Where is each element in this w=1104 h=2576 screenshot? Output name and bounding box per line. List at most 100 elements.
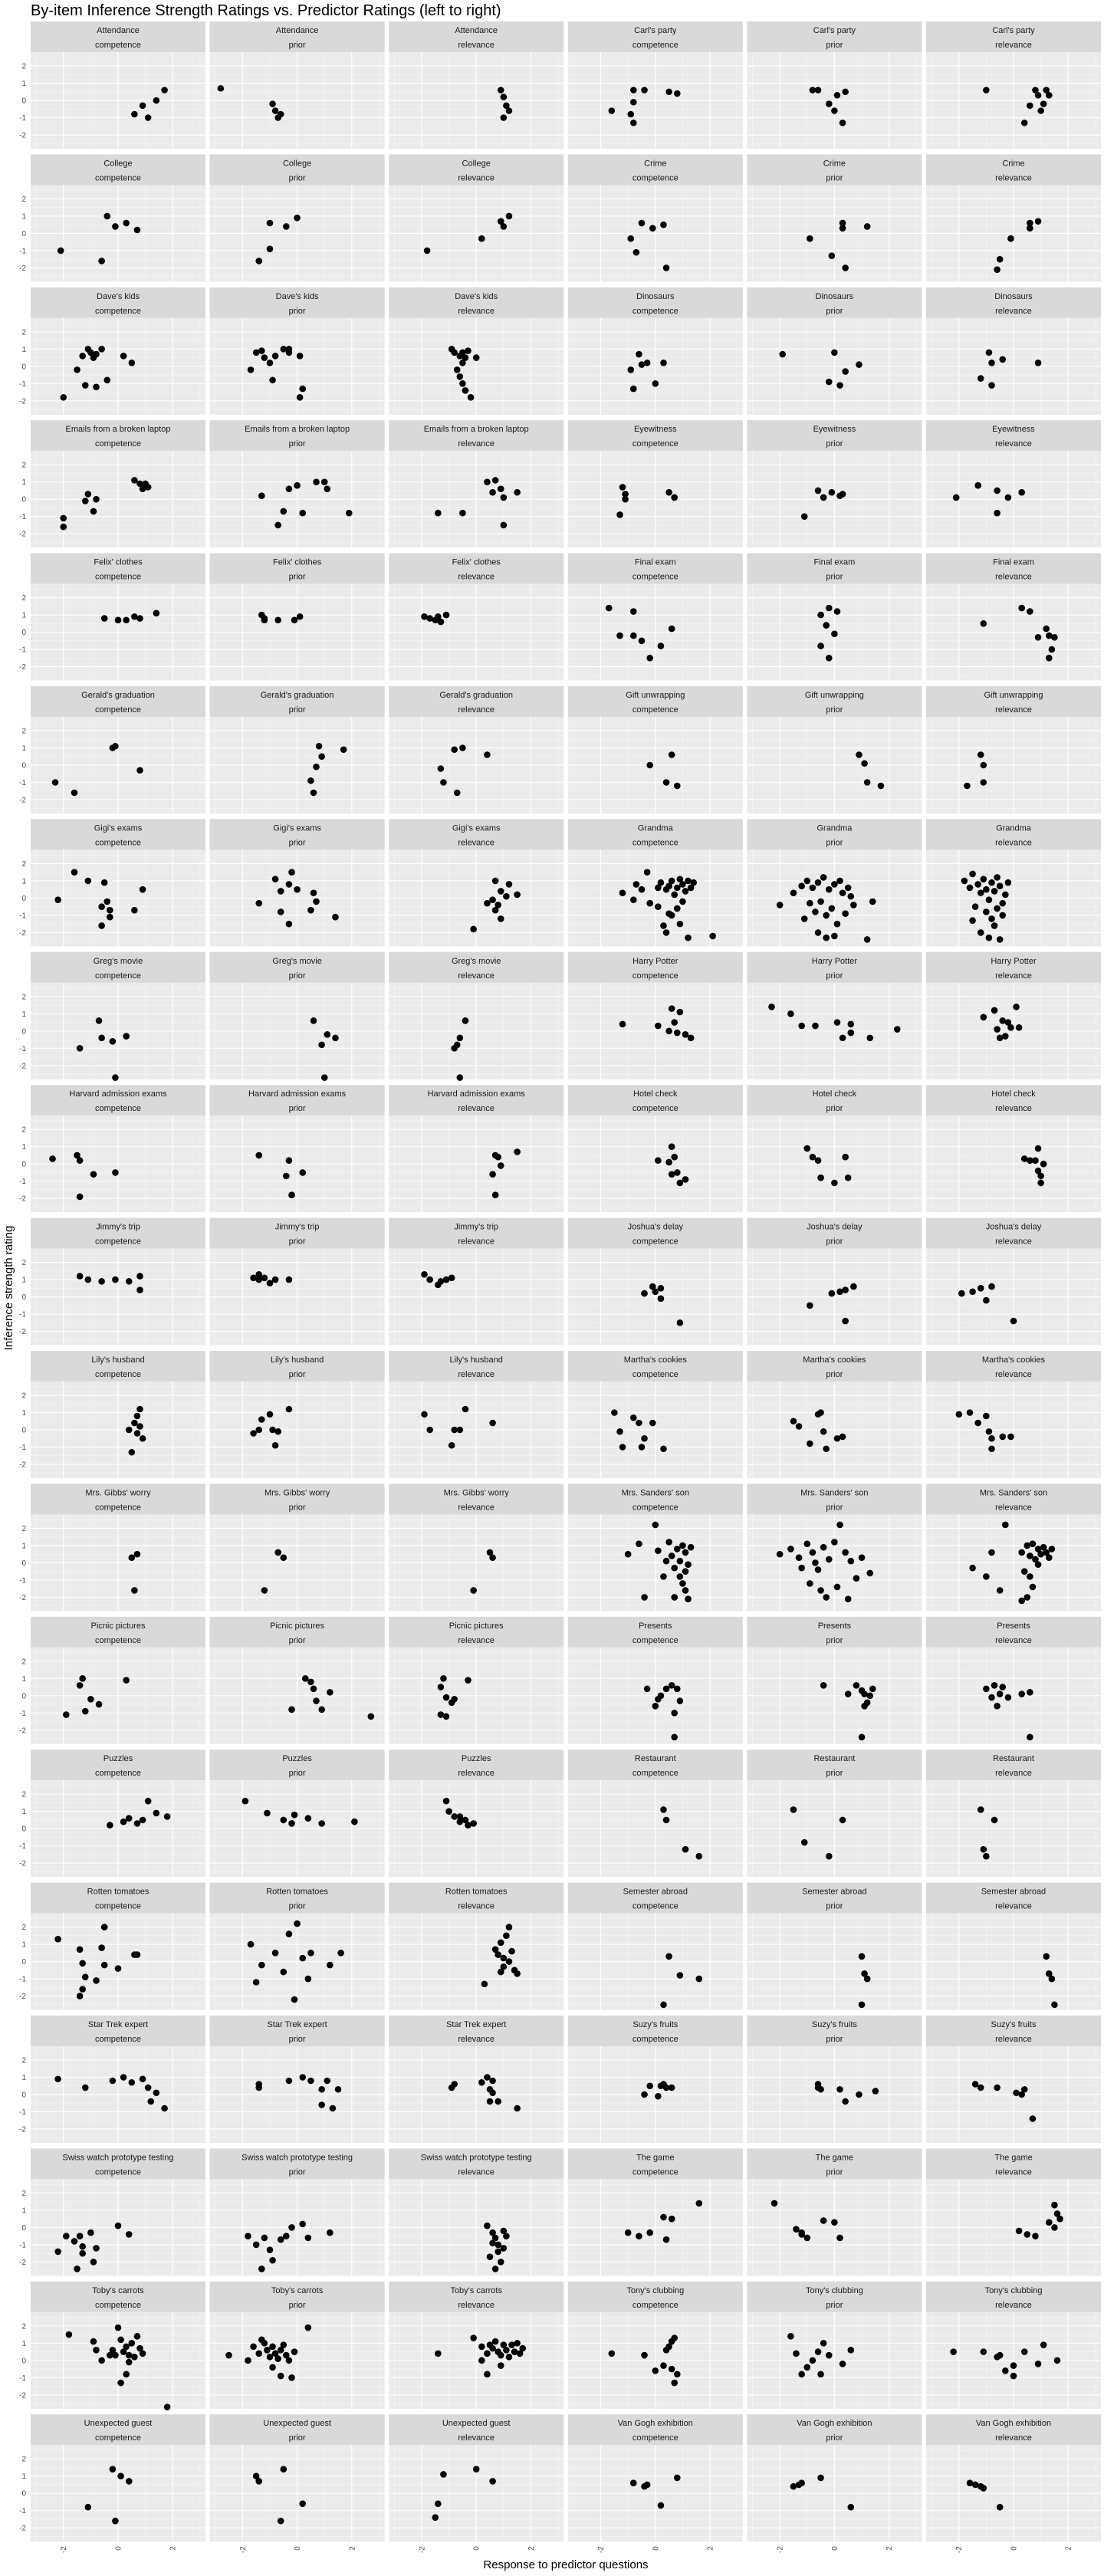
data-point: [261, 2234, 268, 2242]
data-point: [674, 1169, 681, 1176]
data-point: [983, 1412, 990, 1420]
y-tick-label: 2: [21, 2456, 26, 2464]
data-point: [685, 1595, 692, 1602]
data-point: [261, 616, 268, 624]
data-point: [695, 2200, 703, 2207]
facet-predictor-label: prior: [289, 307, 306, 316]
y-tick-label: 1: [21, 1143, 26, 1152]
data-point: [486, 2098, 494, 2105]
data-point: [800, 513, 808, 520]
facet-strip: [747, 1882, 922, 1914]
data-point: [139, 1816, 146, 1824]
facet-item-label: Jimmy's trip: [96, 1223, 140, 1232]
data-point: [153, 2089, 160, 2097]
data-point: [500, 2245, 508, 2252]
data-point: [687, 1543, 695, 1551]
data-point: [250, 1274, 257, 1282]
data-point: [465, 347, 472, 354]
data-point: [1037, 1172, 1044, 1180]
data-point: [294, 1920, 301, 1927]
data-point: [307, 1678, 314, 1686]
data-point: [1010, 2372, 1017, 2380]
data-point: [668, 1143, 675, 1150]
facet-item-label: Harvard admission exams: [428, 1089, 526, 1099]
data-point: [847, 1020, 855, 1028]
data-point: [81, 2084, 89, 2091]
data-point: [1018, 1549, 1025, 1556]
data-point: [833, 920, 841, 928]
data-point: [271, 876, 279, 882]
facet-predictor-label: relevance: [458, 439, 495, 449]
facet-item-label: Van Gogh exhibition: [618, 2419, 693, 2428]
data-point: [136, 1273, 143, 1280]
data-point: [807, 235, 813, 242]
data-point: [662, 2084, 670, 2091]
data-point: [825, 2351, 833, 2359]
facet-panel: Swiss watch prototype testingcompetence-…: [19, 2148, 205, 2276]
data-point: [500, 521, 508, 529]
facet-item-label: Mrs. Sanders' son: [980, 1488, 1047, 1497]
data-point: [456, 1034, 464, 1042]
data-point: [652, 1521, 659, 1529]
data-point: [294, 886, 301, 893]
data-point: [627, 110, 635, 118]
data-point: [481, 1980, 488, 1988]
data-point: [842, 2098, 849, 2105]
data-point: [1010, 2362, 1017, 2369]
data-point: [994, 1703, 1001, 1710]
data-point: [619, 1444, 626, 1451]
data-point: [519, 2344, 527, 2352]
facet-predictor-label: competence: [95, 1769, 141, 1778]
facet-predictor-label: prior: [289, 173, 306, 182]
data-point: [456, 1426, 464, 1434]
data-point: [90, 2338, 97, 2345]
data-point: [969, 1564, 976, 1572]
data-point: [274, 616, 281, 624]
data-point: [437, 1278, 445, 1285]
x-tick-label: 2: [707, 2546, 715, 2551]
data-point: [318, 1041, 325, 1049]
data-point: [95, 1700, 103, 1708]
facet-item-label: Felix' clothes: [273, 558, 322, 567]
data-point: [790, 1806, 797, 1813]
data-point: [104, 898, 111, 905]
data-point: [839, 219, 846, 227]
data-point: [858, 2001, 866, 2009]
data-point: [638, 1444, 646, 1451]
data-point: [462, 1816, 469, 1824]
data-point: [695, 1852, 703, 1860]
data-point: [153, 610, 160, 617]
facet-item-label: College: [283, 159, 311, 168]
y-tick-label: 1: [21, 2472, 26, 2481]
data-point: [1020, 1155, 1028, 1162]
y-tick-label: 1: [21, 1675, 26, 1684]
data-point: [787, 1010, 794, 1017]
data-point: [847, 2347, 855, 2354]
data-point: [820, 2340, 827, 2347]
facet-strip: [389, 951, 564, 983]
data-point: [107, 913, 113, 921]
data-point: [459, 380, 466, 387]
data-point: [839, 1816, 846, 1824]
y-tick-label: 0: [21, 363, 26, 371]
data-point: [117, 2379, 124, 2387]
facet-strip: [209, 1750, 385, 1781]
data-point: [863, 1975, 871, 1983]
data-point: [125, 1426, 133, 1434]
facet-item-label: Toby's carrots: [271, 2286, 324, 2295]
data-point: [853, 1575, 860, 1582]
y-tick-label: 1: [21, 1010, 26, 1019]
data-point: [643, 869, 651, 876]
data-point: [996, 2351, 1004, 2359]
data-point: [117, 2336, 124, 2344]
data-point: [649, 1283, 656, 1290]
data-point: [952, 494, 960, 501]
facet-strip: [31, 1085, 205, 1116]
y-tick-label: 1: [21, 1941, 26, 1950]
